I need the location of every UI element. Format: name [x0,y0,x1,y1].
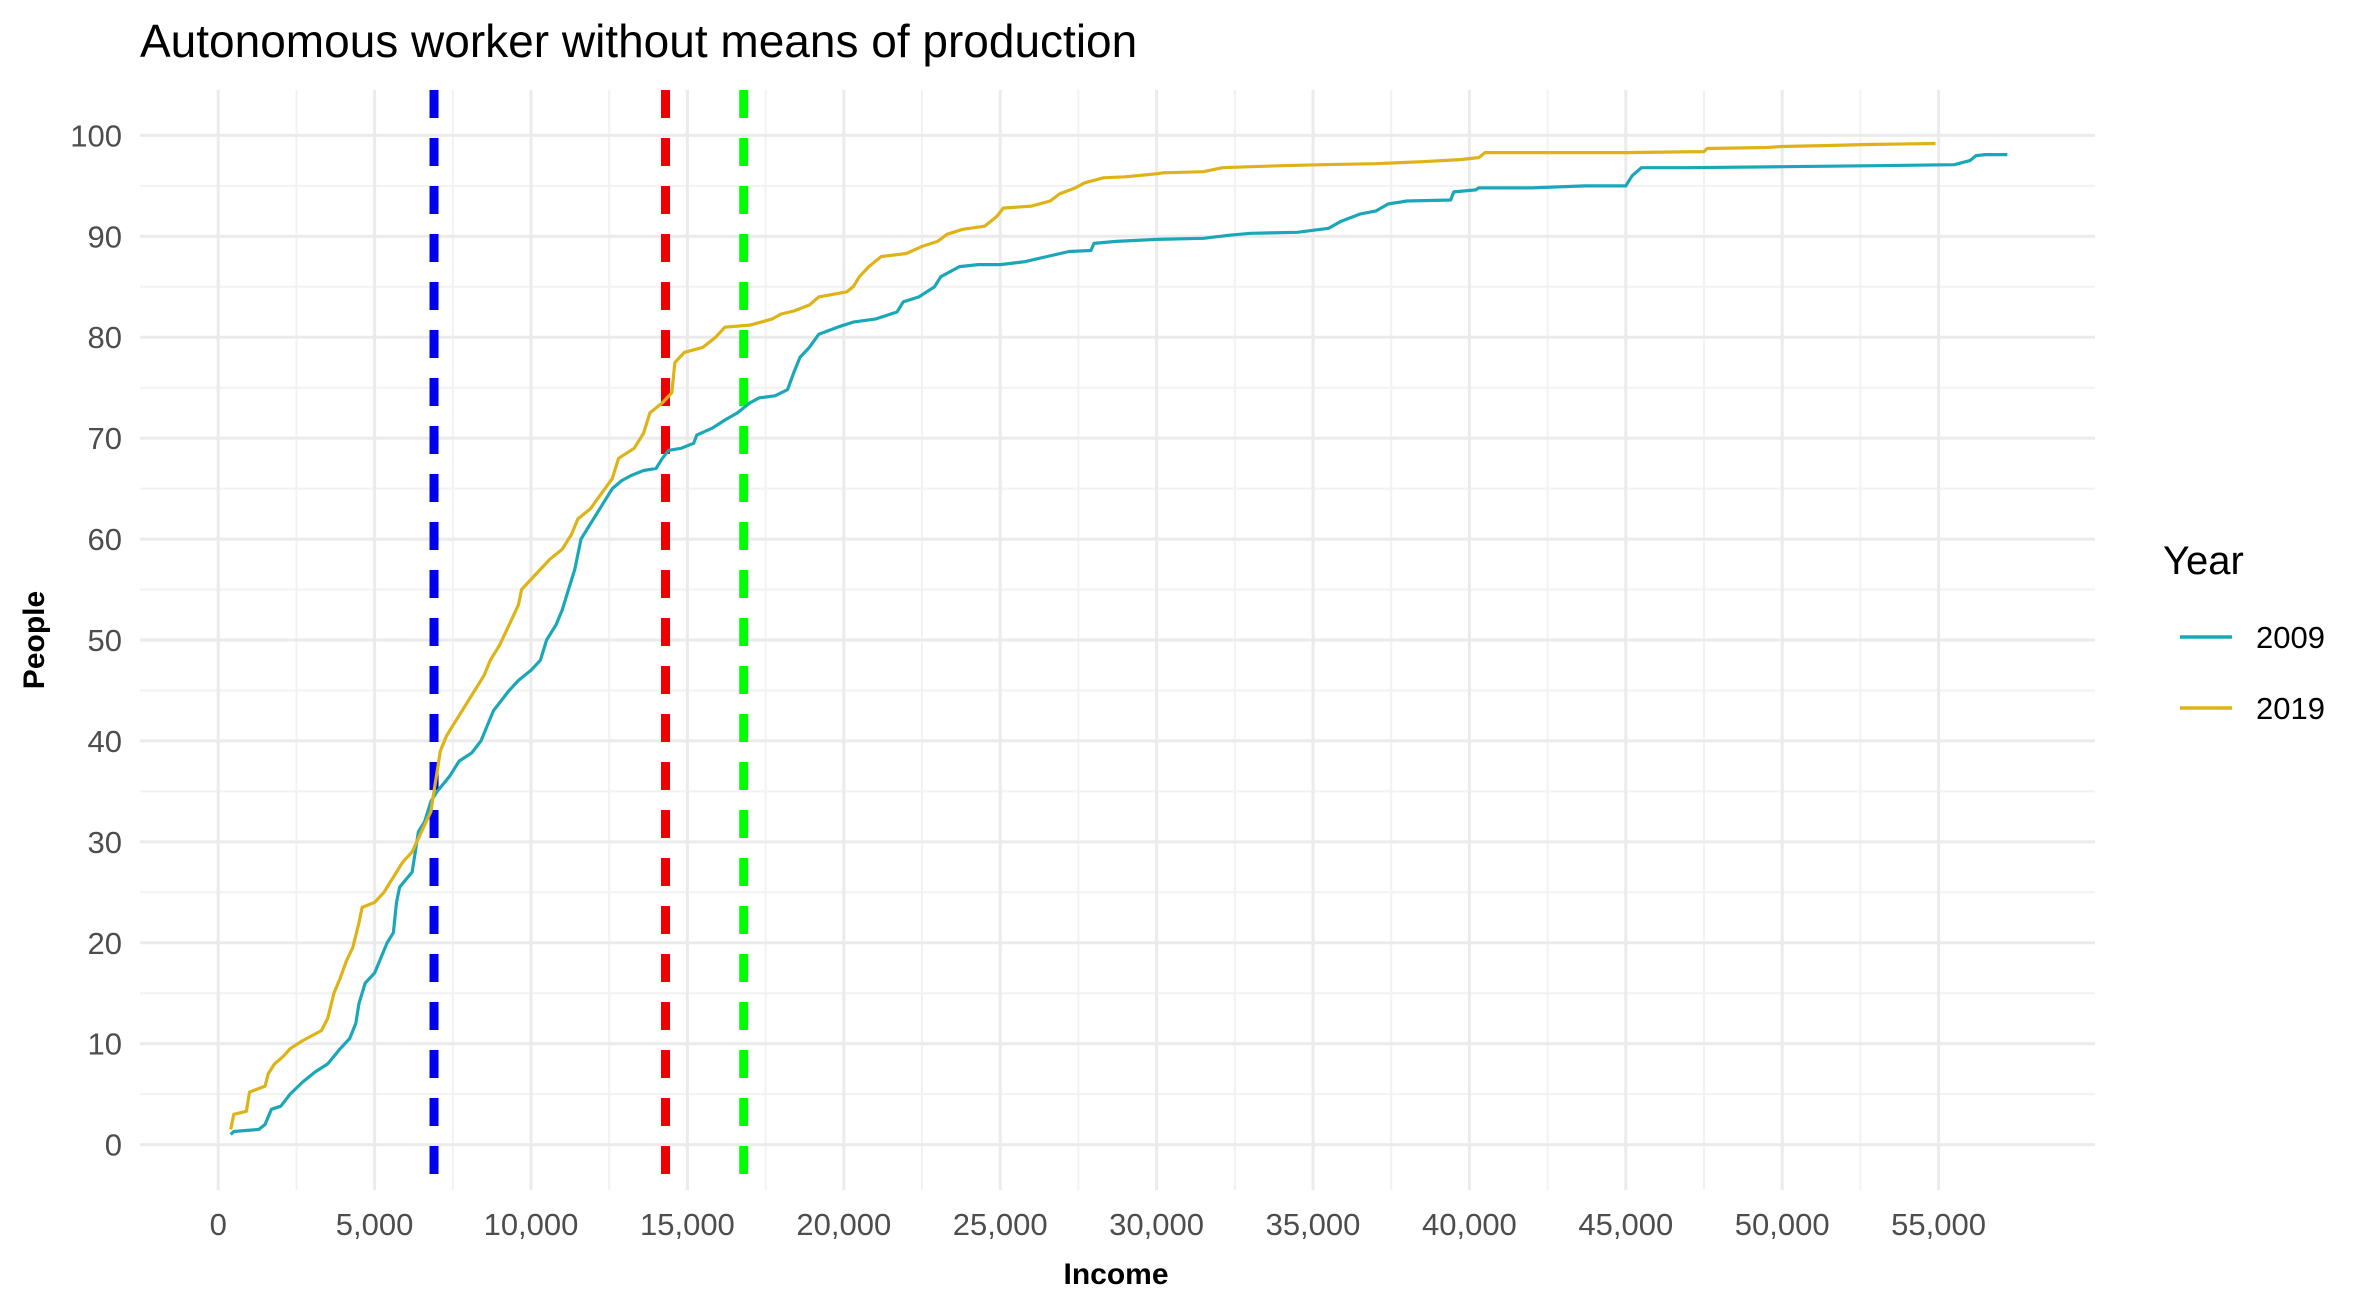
legend-title: Year [2163,539,2244,583]
y-tick-label: 30 [88,825,122,860]
y-tick-label: 0 [105,1128,122,1163]
x-tick-label: 5,000 [336,1207,414,1242]
data-series [229,141,2008,1136]
x-tick-label: 25,000 [953,1207,1048,1242]
y-tick-label: 60 [88,522,122,557]
series-line-2009 [229,153,2008,1136]
y-tick-label: 80 [88,320,122,355]
y-tick-label: 10 [88,1027,122,1062]
x-tick-label: 40,000 [1422,1207,1517,1242]
legend-label-2019: 2019 [2256,691,2325,726]
x-tick-label: 55,000 [1891,1207,1986,1242]
legend-label-2009: 2009 [2256,620,2325,655]
reference-lines [429,90,749,1190]
series-line-2019 [229,141,1936,1130]
x-tick-label: 50,000 [1735,1207,1830,1242]
x-axis-ticks: 0 5,000 10,000 15,000 20,000 25,000 30,000 35,0… [210,1207,1986,1242]
x-tick-label: 10,000 [484,1207,579,1242]
x-axis-title: Income [1063,1258,1168,1291]
x-tick-label: 20,000 [796,1207,891,1242]
y-tick-label: 70 [88,421,122,456]
chart-title: Autonomous worker without means of produ… [140,15,1137,67]
y-tick-label: 100 [70,118,122,153]
plot-grid [140,90,2095,1190]
y-tick-label: 90 [88,219,122,254]
y-axis-title: People [18,591,51,689]
y-axis-ticks: 0 10 20 30 40 50 60 70 80 90 100 [70,118,122,1162]
x-tick-label: 0 [210,1207,227,1242]
y-tick-label: 20 [88,926,122,961]
x-tick-label: 35,000 [1266,1207,1361,1242]
x-tick-label: 30,000 [1109,1207,1204,1242]
x-tick-label: 45,000 [1578,1207,1673,1242]
y-tick-label: 40 [88,724,122,759]
y-tick-label: 50 [88,623,122,658]
x-tick-label: 15,000 [640,1207,735,1242]
legend: Year 2009 2019 [2163,539,2325,726]
